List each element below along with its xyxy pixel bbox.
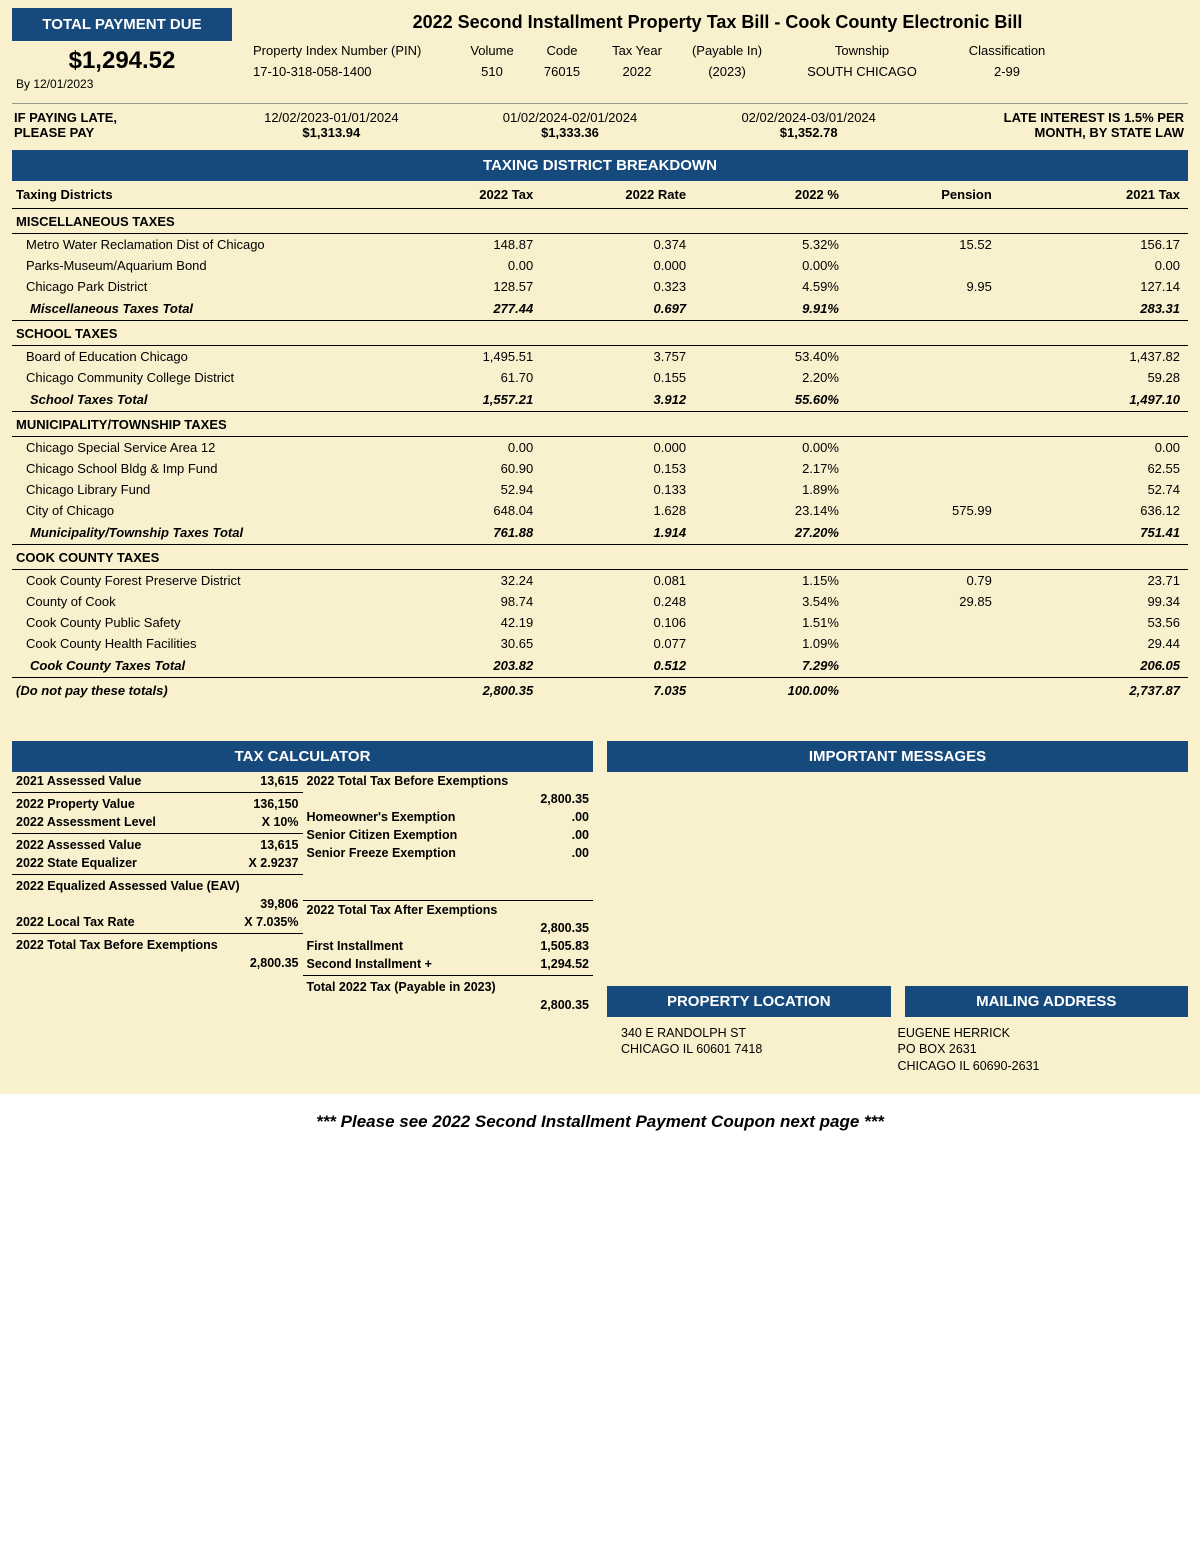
payment-due-box: TOTAL PAYMENT DUE $1,294.52 By 12/01/202… (12, 8, 232, 99)
tax-calculator: TAX CALCULATOR 2021 Assessed Value13,615… (12, 741, 593, 1082)
table-row: Parks-Museum/Aquarium Bond0.000.0000.00%… (12, 255, 1188, 276)
calc-line: 2022 Local Tax RateX 7.035% (12, 913, 303, 934)
volume-value: 510 (463, 64, 521, 79)
late-label-2: PLEASE PAY (14, 125, 212, 140)
table-row: Board of Education Chicago1,495.513.7575… (12, 346, 1188, 368)
calc-line: Senior Freeze Exemption.00 (303, 844, 594, 862)
class-value: 2-99 (953, 64, 1061, 79)
mailing-address-title: MAILING ADDRESS (905, 986, 1189, 1017)
calc-line: 2022 Assessment LevelX 10% (12, 813, 303, 834)
calc-line: 2,800.35 (303, 996, 594, 1014)
calc-line: 2022 Total Tax Before Exemptions (303, 772, 594, 790)
breakdown-table: Taxing Districts2022 Tax2022 Rate2022 %P… (12, 181, 1188, 703)
late-amount-0: $1,313.94 (212, 125, 451, 140)
footer-note: *** Please see 2022 Second Installment P… (0, 1094, 1200, 1150)
table-row: Chicago School Bldg & Imp Fund60.900.153… (12, 458, 1188, 479)
late-amount-2: $1,352.78 (689, 125, 928, 140)
calc-line (303, 862, 594, 878)
payable-value: (2023) (683, 64, 771, 79)
calc-title: TAX CALCULATOR (12, 741, 593, 772)
calc-line: Second Installment +1,294.52 (303, 955, 594, 976)
late-label-1: IF PAYING LATE, (14, 110, 212, 125)
class-label: Classification (953, 43, 1061, 64)
calc-line: 2022 Property Value136,150 (12, 795, 303, 813)
table-row: School Taxes Total1,557.213.91255.60%1,4… (12, 388, 1188, 412)
breakdown-header: 2022 Tax (388, 181, 541, 209)
breakdown-header: 2021 Tax (1000, 181, 1188, 209)
payment-due-title: TOTAL PAYMENT DUE (12, 8, 232, 41)
breakdown-header: Taxing Districts (12, 181, 388, 209)
calc-line: 2022 Assessed Value13,615 (12, 836, 303, 854)
property-location: PROPERTY LOCATION (607, 986, 891, 1017)
pin-label: Property Index Number (PIN) (253, 43, 451, 64)
messages-title: IMPORTANT MESSAGES (607, 741, 1188, 772)
late-msg-1: LATE INTEREST IS 1.5% PER (928, 110, 1184, 125)
calc-line: Senior Citizen Exemption.00 (303, 826, 594, 844)
table-row: Chicago Special Service Area 120.000.000… (12, 437, 1188, 459)
bill-title: 2022 Second Installment Property Tax Bil… (247, 8, 1188, 43)
late-payment-row: IF PAYING LATE, PLEASE PAY 12/02/2023-01… (12, 103, 1188, 150)
pin-value: 17-10-318-058-1400 (253, 64, 451, 79)
township-value: SOUTH CHICAGO (783, 64, 941, 79)
calc-line: 2,800.35 (303, 790, 594, 808)
payment-due-amount: $1,294.52 (12, 41, 232, 75)
table-row: Cook County Public Safety42.190.1061.51%… (12, 612, 1188, 633)
calc-line: Homeowner's Exemption.00 (303, 808, 594, 826)
calc-line: 2,800.35 (303, 919, 594, 937)
property-location-body: 340 E RANDOLPH STCHICAGO IL 60601 7418 (621, 1025, 898, 1074)
calc-line: First Installment1,505.83 (303, 937, 594, 955)
calc-line: 2022 Equalized Assessed Value (EAV) (12, 877, 303, 895)
payable-label: (Payable In) (683, 43, 771, 64)
code-label: Code (533, 43, 591, 64)
payment-due-by: By 12/01/2023 (12, 75, 232, 99)
table-row: Chicago Community College District61.700… (12, 367, 1188, 388)
late-amount-1: $1,333.36 (451, 125, 690, 140)
table-row: Metro Water Reclamation Dist of Chicago1… (12, 234, 1188, 256)
late-dates-1: 01/02/2024-02/01/2024 (451, 110, 690, 125)
breakdown-header: 2022 % (694, 181, 847, 209)
code-value: 76015 (533, 64, 591, 79)
table-row: Chicago Library Fund52.940.1331.89%52.74 (12, 479, 1188, 500)
volume-label: Volume (463, 43, 521, 64)
late-dates-2: 02/02/2024-03/01/2024 (689, 110, 928, 125)
calc-line (303, 878, 594, 894)
group-header: MUNICIPALITY/TOWNSHIP TAXES (12, 412, 1188, 437)
table-row: Chicago Park District128.570.3234.59%9.9… (12, 276, 1188, 297)
mailing-address-body: EUGENE HERRICKPO BOX 2631CHICAGO IL 6069… (898, 1025, 1175, 1074)
taxyear-value: 2022 (603, 64, 671, 79)
calc-line: 2,800.35 (12, 954, 303, 972)
township-label: Township (783, 43, 941, 64)
late-msg-2: MONTH, BY STATE LAW (928, 125, 1184, 140)
late-dates-0: 12/02/2023-01/01/2024 (212, 110, 451, 125)
table-row: Miscellaneous Taxes Total277.440.6979.91… (12, 297, 1188, 321)
table-row: Municipality/Township Taxes Total761.881… (12, 521, 1188, 545)
table-row: County of Cook98.740.2483.54%29.8599.34 (12, 591, 1188, 612)
breakdown-header: Pension (847, 181, 1000, 209)
table-row: (Do not pay these totals)2,800.357.03510… (12, 678, 1188, 704)
calc-line: 2022 State EqualizerX 2.9237 (12, 854, 303, 875)
table-row: Cook County Taxes Total203.820.5127.29%2… (12, 654, 1188, 678)
calc-line: 39,806 (12, 895, 303, 913)
group-header: SCHOOL TAXES (12, 321, 1188, 346)
breakdown-header: 2022 Rate (541, 181, 694, 209)
calc-line: 2022 Total Tax Before Exemptions (12, 936, 303, 954)
group-header: COOK COUNTY TAXES (12, 545, 1188, 570)
pin-info-row: Property Index Number (PIN) 17-10-318-05… (247, 43, 1188, 79)
calc-line: 2021 Assessed Value13,615 (12, 772, 303, 793)
table-row: Cook County Health Facilities30.650.0771… (12, 633, 1188, 654)
table-row: City of Chicago648.041.62823.14%575.9963… (12, 500, 1188, 521)
calc-line: 2022 Total Tax After Exemptions (303, 900, 594, 919)
group-header: MISCELLANEOUS TAXES (12, 209, 1188, 234)
property-location-title: PROPERTY LOCATION (607, 986, 891, 1017)
calc-line: Total 2022 Tax (Payable in 2023) (303, 978, 594, 996)
table-row: Cook County Forest Preserve District32.2… (12, 570, 1188, 592)
messages-box: IMPORTANT MESSAGES (607, 741, 1188, 982)
tax-bill-page: TOTAL PAYMENT DUE $1,294.52 By 12/01/202… (0, 0, 1200, 1094)
mailing-address: MAILING ADDRESS (905, 986, 1189, 1017)
breakdown-title: TAXING DISTRICT BREAKDOWN (12, 150, 1188, 181)
taxyear-label: Tax Year (603, 43, 671, 64)
